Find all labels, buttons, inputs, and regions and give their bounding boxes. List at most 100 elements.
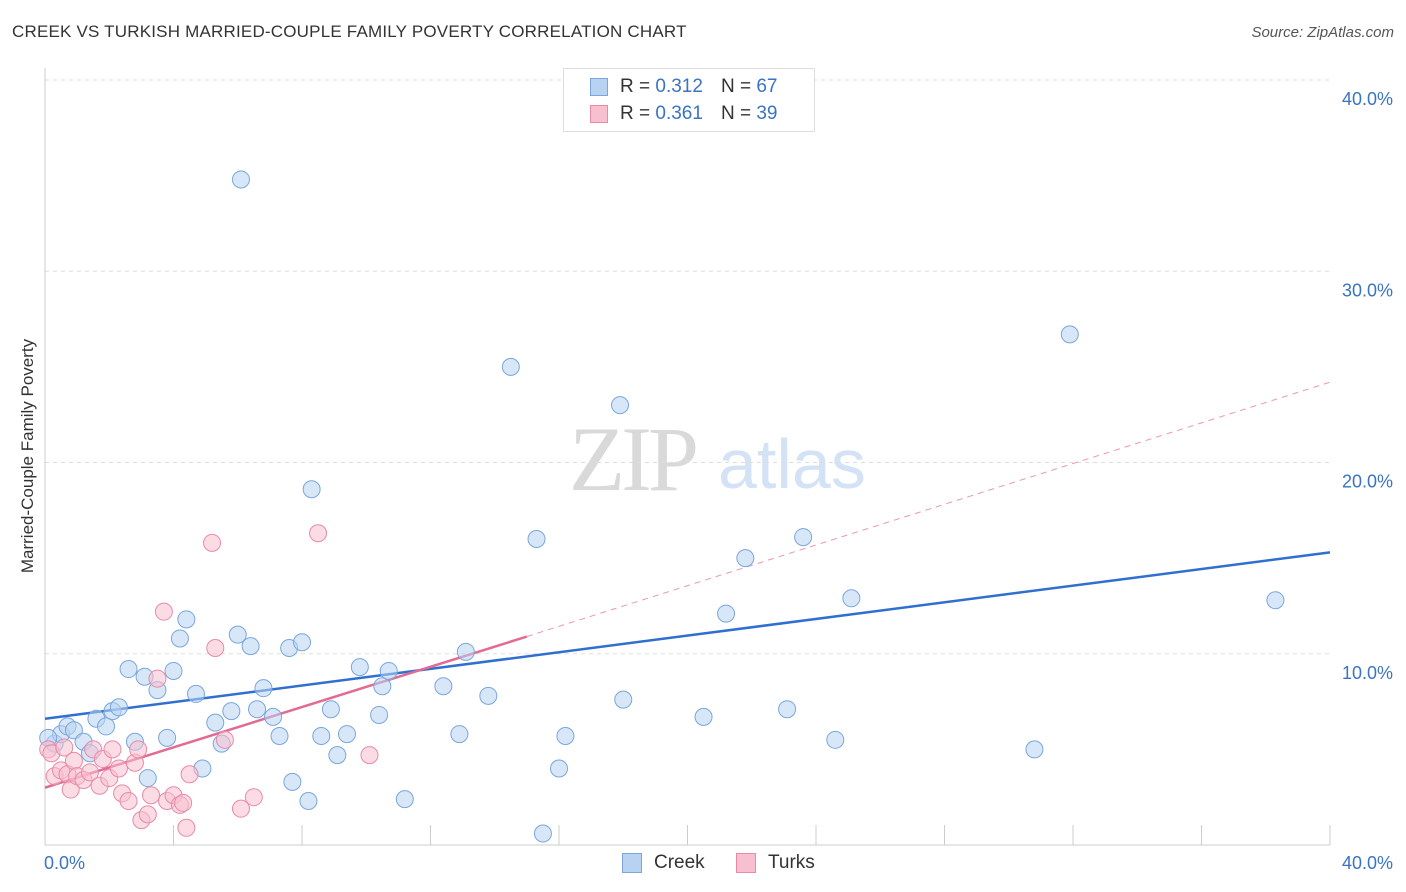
turks-point [80, 763, 99, 782]
turks-point [203, 533, 222, 552]
creek-point [312, 726, 331, 745]
creek-legend-label: Creek [654, 852, 705, 873]
creek-point [450, 725, 469, 744]
creek-point [270, 726, 289, 745]
creek-point [611, 396, 630, 415]
creek-point [119, 660, 138, 679]
creek-r-label: R = [620, 76, 651, 97]
creek-point [337, 725, 356, 744]
watermark: ZIP atlas [569, 408, 866, 510]
creek-point [694, 707, 713, 726]
turks-point [129, 740, 148, 759]
chart-source: Source: ZipAtlas.com [1251, 24, 1394, 41]
legend-item-turks[interactable]: Turks [736, 852, 815, 874]
watermark-atlas: atlas [718, 425, 866, 503]
turks-point [215, 730, 234, 749]
creek-point [456, 642, 475, 661]
series-legend: Creek Turks [0, 852, 1406, 878]
creek-point [138, 769, 157, 788]
turks-point [180, 765, 199, 784]
creek-point [533, 824, 552, 843]
turks-point [174, 793, 193, 812]
creek-point [164, 661, 183, 680]
creek-point [264, 707, 283, 726]
legend-row-turks: R = 0.361 N = 39 [590, 101, 777, 127]
creek-point [248, 700, 267, 719]
creek-point [1025, 740, 1044, 759]
creek-point [373, 677, 392, 696]
creek-point [206, 713, 225, 732]
turks-point [138, 805, 157, 824]
creek-point [501, 357, 520, 376]
turks-n-label: N = [720, 103, 752, 124]
y-tick-label: 20.0% [1342, 472, 1393, 492]
turks-r-value: 0.361 [655, 103, 703, 124]
creek-swatch [590, 78, 608, 96]
creek-point [186, 684, 205, 703]
creek-r-value: 0.312 [655, 76, 703, 97]
turks-point [142, 786, 161, 805]
turks-point [148, 669, 167, 688]
creek-point [736, 549, 755, 568]
correlation-legend: R = 0.312 N = 67 R = 0.361 N = 39 [563, 68, 815, 132]
turks-trend-extension [526, 381, 1331, 638]
creek-point [299, 792, 318, 811]
creek-point [556, 726, 575, 745]
turks-point [177, 818, 196, 837]
turks-legend-label: Turks [768, 852, 815, 873]
creek-point [293, 633, 311, 652]
creek-point [170, 629, 189, 648]
turks-r-label: R = [620, 103, 651, 124]
creek-point [109, 698, 128, 717]
creek-n-label: N = [720, 76, 752, 97]
creek-point [614, 690, 633, 709]
y-tick-label: 10.0% [1342, 663, 1393, 683]
creek-point [350, 658, 369, 677]
creek-point [778, 700, 797, 719]
turks-point [360, 746, 379, 765]
legend-row-creek: R = 0.312 N = 67 [590, 74, 777, 100]
turks-point [119, 792, 138, 811]
creek-point [222, 702, 241, 721]
turks-legend-swatch [736, 853, 756, 873]
legend-item-creek[interactable]: Creek [622, 852, 705, 874]
turks-n-value: 39 [756, 103, 778, 124]
turks-point [103, 740, 122, 759]
creek-legend-swatch [622, 853, 642, 873]
creek-point [550, 759, 568, 778]
watermark-zip: ZIP [569, 408, 696, 510]
creek-n-value: 67 [756, 76, 778, 97]
creek-point [302, 480, 321, 499]
turks-point [309, 524, 328, 543]
creek-point [370, 705, 389, 724]
creek-point [794, 528, 813, 547]
creek-point [527, 530, 546, 548]
turks-point [206, 639, 225, 658]
turks-point [244, 788, 263, 807]
creek-point [1266, 591, 1285, 610]
turks-point [109, 759, 128, 778]
creek-point [379, 661, 398, 680]
y-tick-label: 30.0% [1342, 280, 1393, 300]
creek-point [826, 730, 845, 749]
creek-point [321, 700, 340, 719]
creek-point [717, 604, 736, 623]
creek-point [241, 637, 260, 656]
creek-point [842, 589, 861, 608]
chart-title: CREEK VS TURKISH MARRIED-COUPLE FAMILY P… [12, 22, 687, 41]
turks-point [231, 799, 250, 818]
creek-point [231, 170, 250, 189]
creek-point [395, 790, 414, 809]
creek-point [434, 677, 453, 696]
creek-point [97, 717, 116, 736]
turks-swatch [590, 105, 608, 123]
creek-point [283, 772, 302, 791]
creek-point [1060, 325, 1079, 344]
creek-point [254, 679, 273, 698]
turks-point [55, 738, 74, 757]
creek-point [328, 746, 347, 765]
x-tick-label-min: 0.0% [44, 853, 85, 873]
y-tick-label: 40.0% [1342, 89, 1393, 109]
turks-point [154, 602, 173, 621]
